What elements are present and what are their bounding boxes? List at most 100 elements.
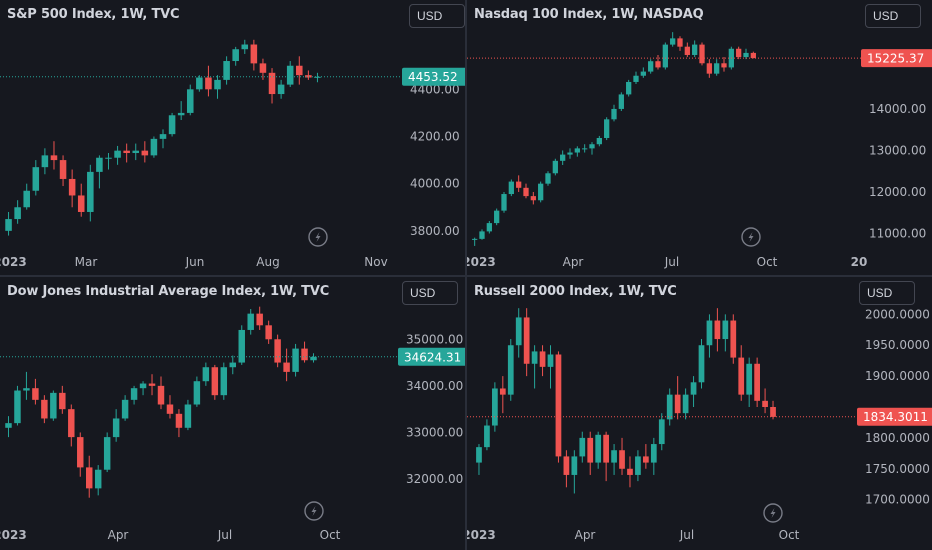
candle[interactable] [706, 59, 712, 78]
candle[interactable] [762, 388, 768, 414]
candle[interactable] [706, 314, 713, 358]
candle[interactable] [94, 465, 102, 496]
candle[interactable] [635, 450, 641, 482]
candle[interactable] [5, 211, 12, 236]
candle[interactable] [692, 40, 698, 58]
candle[interactable] [555, 351, 562, 463]
candle[interactable] [750, 51, 756, 59]
candle[interactable] [168, 112, 176, 137]
candle[interactable] [567, 148, 573, 159]
russell2000-chart-pane[interactable]: 2000.0000 1950.0000 1900.0000 1800.0000 1750… [467, 277, 932, 550]
candle[interactable] [14, 385, 21, 426]
currency-button[interactable]: USD [409, 4, 465, 28]
candle[interactable] [582, 144, 588, 153]
candle[interactable] [539, 345, 546, 377]
candle[interactable] [114, 145, 121, 165]
candle[interactable] [484, 419, 490, 451]
candle[interactable] [523, 183, 529, 199]
candle[interactable] [268, 68, 276, 104]
lightning-icon[interactable] [308, 227, 328, 247]
candle[interactable] [166, 395, 174, 419]
candle[interactable] [643, 444, 649, 469]
candle[interactable] [552, 158, 558, 176]
candle[interactable] [547, 345, 554, 389]
candle[interactable] [587, 431, 594, 475]
candle[interactable] [595, 431, 602, 469]
candle[interactable] [85, 455, 93, 498]
candle[interactable] [618, 92, 624, 112]
nasdaq100-chart-pane[interactable]: 14000.00 13000.00 12000.00 11000.00 15225.37… [467, 0, 932, 275]
candle[interactable] [684, 42, 690, 58]
candle[interactable] [666, 388, 673, 426]
candle[interactable] [141, 141, 149, 163]
candle[interactable] [14, 200, 21, 224]
candle[interactable] [563, 450, 570, 488]
candle[interactable] [265, 320, 272, 344]
candle[interactable] [103, 432, 111, 473]
candle[interactable] [611, 444, 617, 475]
currency-button[interactable]: USD [859, 281, 915, 305]
candle[interactable] [674, 376, 681, 420]
candle[interactable] [193, 376, 201, 407]
candle[interactable] [633, 71, 639, 85]
candle[interactable] [286, 61, 294, 87]
candle[interactable] [662, 42, 668, 70]
candle[interactable] [184, 399, 192, 431]
candle[interactable] [50, 141, 58, 170]
candle[interactable] [196, 75, 203, 92]
candle[interactable] [277, 79, 285, 99]
candle[interactable] [560, 150, 566, 165]
candle[interactable] [722, 314, 729, 352]
candle[interactable] [574, 146, 580, 157]
currency-button[interactable]: USD [402, 281, 458, 305]
candle[interactable] [238, 325, 245, 365]
candle[interactable] [292, 343, 299, 377]
candle[interactable] [754, 357, 760, 407]
candle[interactable] [670, 32, 676, 47]
candle[interactable] [545, 171, 551, 186]
candle[interactable] [531, 345, 538, 389]
candle[interactable] [123, 143, 130, 163]
candle[interactable] [627, 456, 633, 488]
candle[interactable] [68, 404, 75, 447]
candle[interactable] [220, 362, 228, 400]
candle[interactable] [603, 431, 609, 482]
candle[interactable] [305, 70, 312, 80]
russell2000-chart[interactable]: 2000.0000 1950.0000 1900.0000 1800.0000 1750… [467, 277, 932, 550]
lightning-icon[interactable] [741, 227, 761, 247]
candle[interactable] [523, 308, 530, 377]
candle[interactable] [611, 104, 617, 122]
candle[interactable] [59, 385, 66, 414]
candle[interactable] [301, 341, 308, 363]
candle[interactable] [736, 46, 742, 60]
candle[interactable] [77, 432, 84, 477]
candle[interactable] [714, 59, 720, 76]
candle[interactable] [746, 357, 753, 407]
candle[interactable] [132, 143, 140, 161]
candle[interactable] [175, 409, 183, 438]
candle[interactable] [32, 378, 39, 405]
candle[interactable] [721, 57, 727, 72]
candle[interactable] [259, 58, 267, 80]
candle[interactable] [571, 450, 578, 494]
candle[interactable] [274, 334, 281, 368]
candle[interactable] [626, 79, 632, 97]
lightning-icon[interactable] [763, 503, 783, 523]
candle[interactable] [730, 314, 737, 364]
candle[interactable] [476, 444, 482, 475]
candle[interactable] [738, 345, 745, 401]
candle[interactable] [699, 42, 705, 66]
candle[interactable] [214, 75, 221, 99]
candle[interactable] [655, 54, 661, 70]
candle[interactable] [516, 175, 522, 192]
candle[interactable] [619, 437, 625, 475]
candle[interactable] [596, 135, 602, 147]
candle[interactable] [112, 409, 120, 442]
candle[interactable] [205, 65, 212, 97]
candle[interactable] [472, 237, 478, 246]
candle[interactable] [690, 376, 697, 407]
candle[interactable] [501, 191, 507, 213]
candle[interactable] [479, 229, 485, 240]
